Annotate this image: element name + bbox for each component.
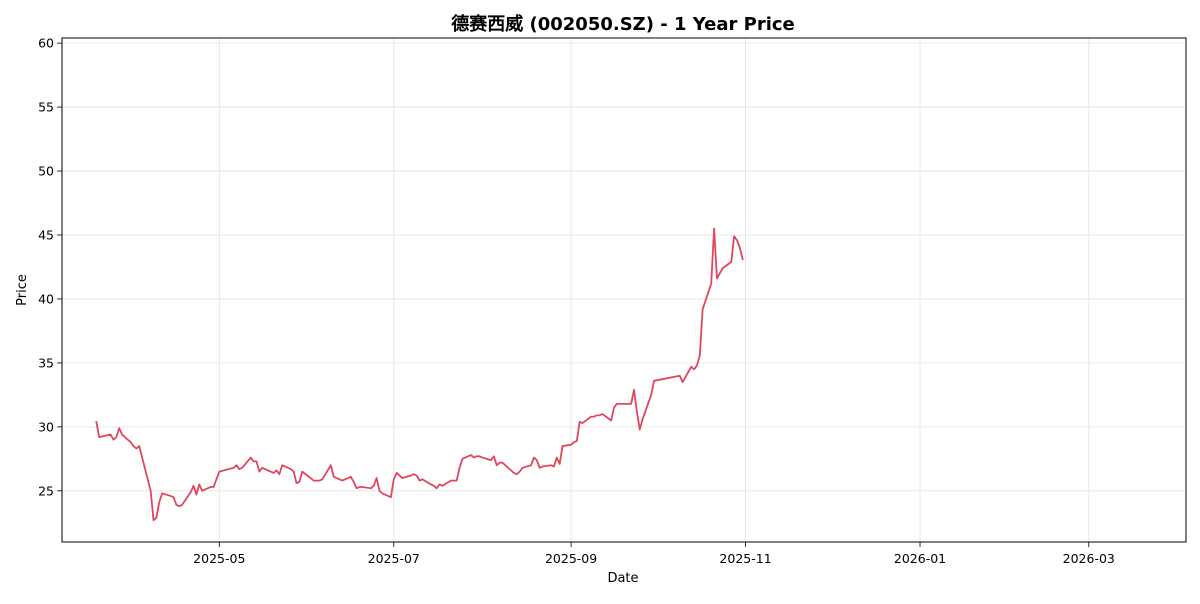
x-tick-label: 2025-07 (368, 551, 420, 566)
x-tick-label: 2025-09 (545, 551, 597, 566)
x-tick-label: 2025-11 (719, 551, 771, 566)
y-tick-label: 45 (38, 227, 54, 242)
axis-ticks: 2025-05 2025-07 2025-09 2025-11 2026-01 2026-… (38, 36, 1115, 566)
y-tick-label: 40 (38, 291, 54, 306)
y-tick-label: 60 (38, 36, 54, 51)
y-tick-label: 55 (38, 100, 54, 115)
y-tick-label: 25 (38, 483, 54, 498)
y-tick-label: 30 (38, 419, 54, 434)
y-axis-label: Price (15, 274, 30, 306)
grid (62, 38, 1186, 542)
x-tick-label: 2026-03 (1063, 551, 1115, 566)
x-axis-label: Date (607, 571, 638, 586)
series-layer (95, 227, 744, 522)
y-tick-label: 50 (38, 164, 54, 179)
y-tick-label: 35 (38, 355, 54, 370)
price-series-line (95, 227, 744, 522)
x-tick-label: 2026-01 (894, 551, 946, 566)
plot-area-frame (61, 37, 1187, 543)
chart-title: 德赛西威 (002050.SZ) - 1 Year Price (451, 13, 795, 35)
x-tick-label: 2025-05 (193, 551, 245, 566)
